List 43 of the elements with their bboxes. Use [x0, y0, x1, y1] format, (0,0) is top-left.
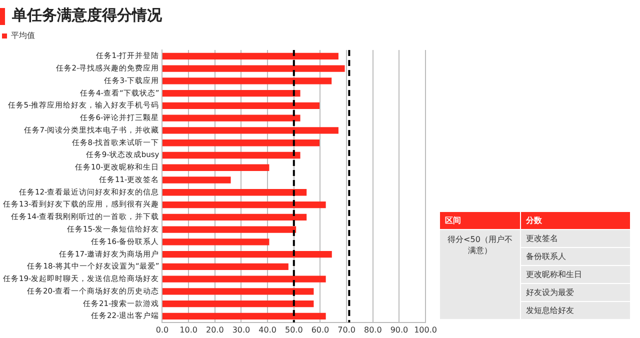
- x-tick-label: 100.0: [414, 325, 437, 334]
- text: 更改签名: [520, 230, 630, 248]
- bar: [162, 300, 314, 308]
- bar: [162, 140, 320, 146]
- bar: [162, 276, 326, 282]
- x-tick-label: 10.0: [180, 325, 198, 334]
- bar: [162, 127, 338, 134]
- bar: [162, 226, 296, 233]
- bar: [162, 201, 326, 208]
- x-tick-label: 80.0: [364, 325, 382, 334]
- bar: [162, 214, 307, 220]
- chart-title: 单任务满意度得分情况: [12, 6, 162, 25]
- x-tick-label: 90.0: [390, 325, 408, 334]
- bar: [162, 152, 300, 159]
- text: 区间: [440, 212, 520, 230]
- bar: [162, 90, 300, 97]
- text: 发短息给好友: [520, 302, 630, 320]
- text: 更改昵称和生日: [520, 266, 630, 284]
- x-tick-label: 50.0: [284, 325, 303, 334]
- bar: [162, 238, 270, 246]
- bar: [162, 263, 288, 270]
- bar: [162, 176, 231, 184]
- bar: [162, 189, 307, 196]
- bar: [162, 288, 314, 295]
- bar: [162, 164, 270, 171]
- text: 分数: [520, 212, 630, 230]
- bar: [162, 102, 320, 110]
- x-tick-label: 70.0: [338, 325, 356, 334]
- x-tick-label: 40.0: [258, 325, 276, 334]
- text: 得分<50（用户不满意）: [440, 230, 520, 320]
- bar: [162, 114, 300, 122]
- bar: [162, 312, 326, 320]
- x-tick-label: 20.0: [206, 325, 224, 334]
- x-tick-label: 60.0: [311, 325, 330, 334]
- text: 备份联系人: [520, 248, 630, 266]
- legend-label: 平均值: [11, 31, 35, 40]
- text: 好友设为最爱: [520, 284, 630, 302]
- bar: [162, 52, 338, 60]
- x-tick-label: 30.0: [232, 325, 250, 334]
- bar: [162, 65, 345, 72]
- x-tick-label: 0.0: [156, 325, 169, 334]
- bar: [162, 250, 332, 258]
- bar: [162, 78, 332, 84]
